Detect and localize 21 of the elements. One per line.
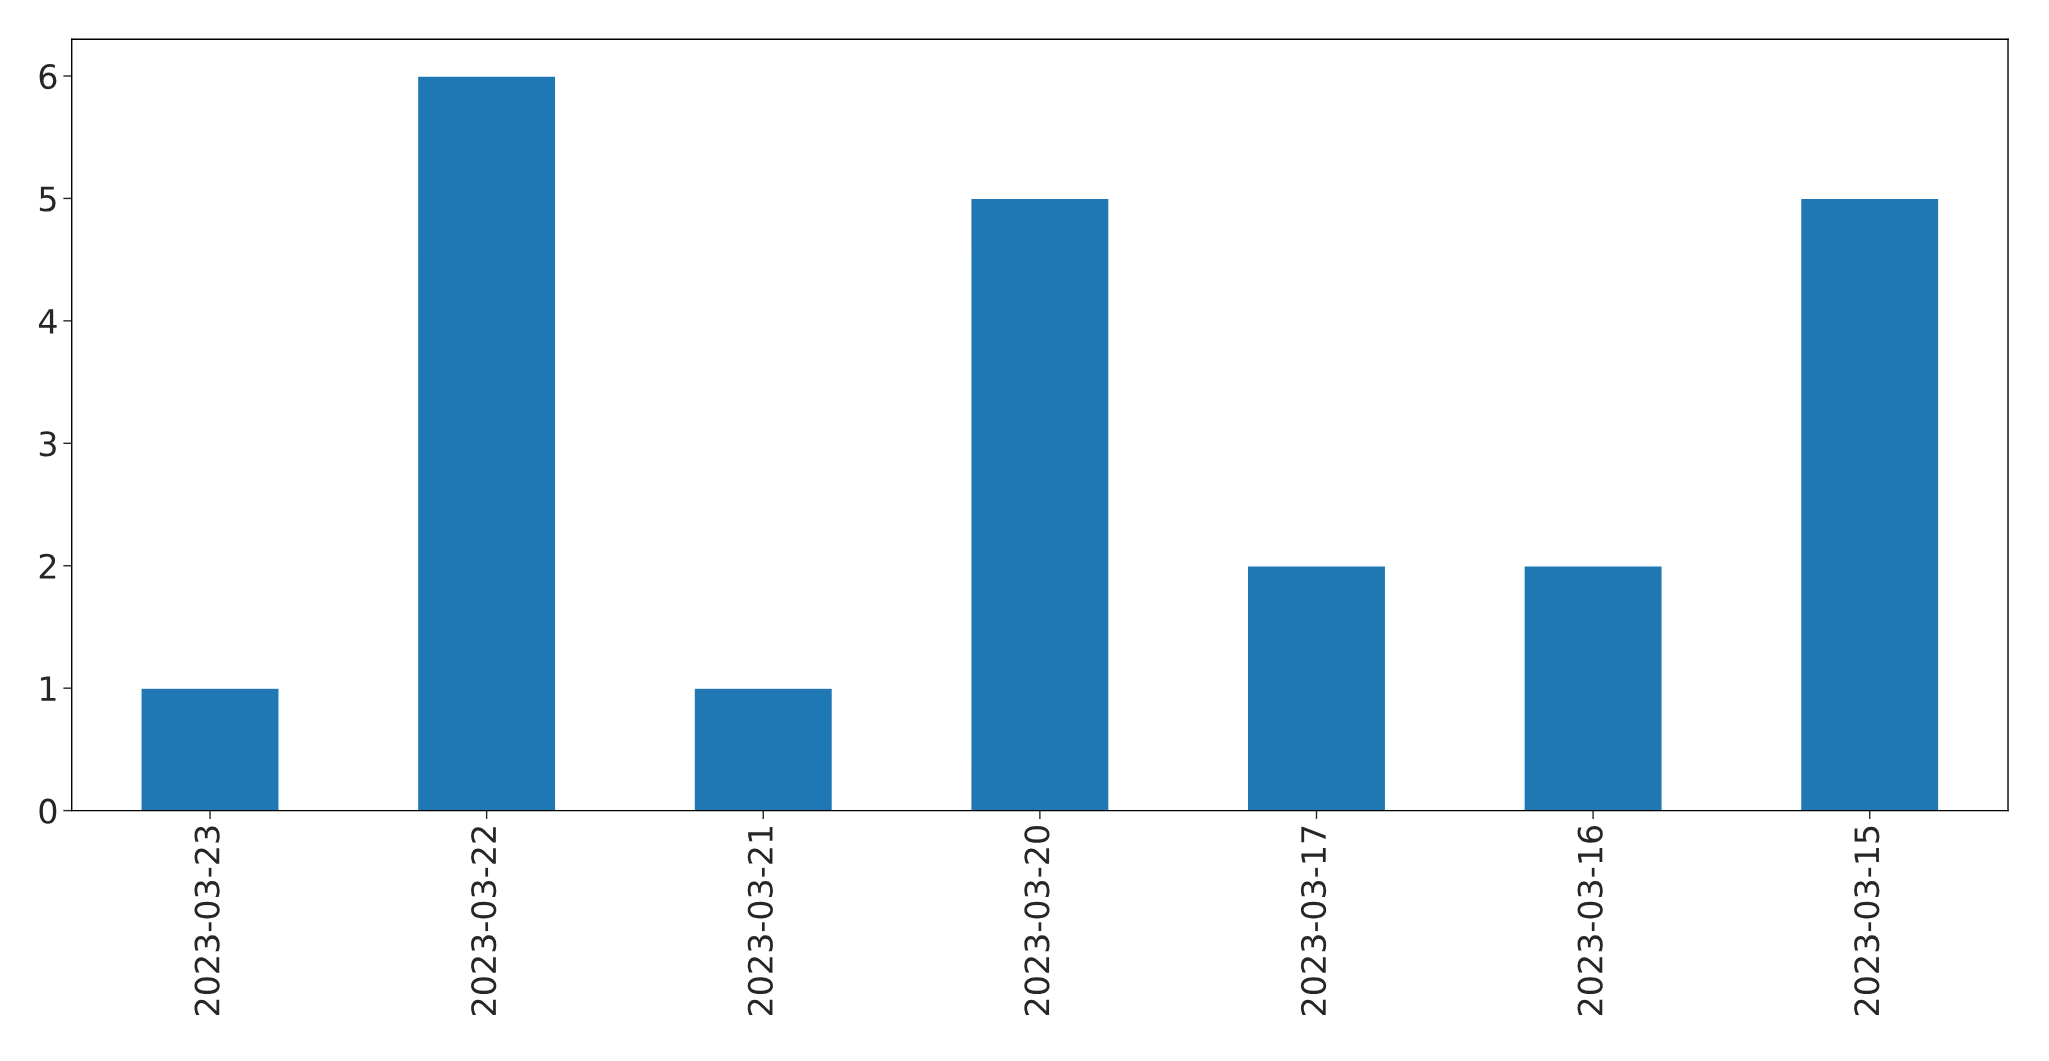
bar bbox=[693, 687, 834, 811]
y-tick-label: 1 bbox=[40, 676, 56, 701]
y-tick-label: 5 bbox=[39, 186, 56, 212]
bar bbox=[140, 687, 280, 811]
x-tick-label: 2023-03-16 bbox=[1577, 825, 1603, 1016]
x-tick-label: 2023-03-20 bbox=[1024, 826, 1050, 1016]
x-tick-label: 2023-03-22 bbox=[471, 827, 497, 1016]
y-tick-label: 3 bbox=[39, 431, 56, 457]
x-tick-label: 2023-03-21 bbox=[747, 826, 773, 1016]
y-tick-label: 0 bbox=[39, 798, 57, 824]
y-tick-label: 6 bbox=[39, 63, 57, 90]
x-tick-label: 2023-03-17 bbox=[1300, 826, 1327, 1016]
x-tick-label: 2023-03-23 bbox=[194, 826, 220, 1016]
bar bbox=[1799, 197, 1940, 811]
bar bbox=[970, 197, 1110, 811]
x-tick-label: 2023-03-15 bbox=[1854, 826, 1880, 1016]
y-tick-label: 2 bbox=[39, 553, 56, 579]
bar bbox=[416, 75, 557, 811]
y-tick-label: 4 bbox=[38, 309, 57, 334]
bar bbox=[1246, 565, 1387, 811]
bar bbox=[1523, 565, 1663, 811]
